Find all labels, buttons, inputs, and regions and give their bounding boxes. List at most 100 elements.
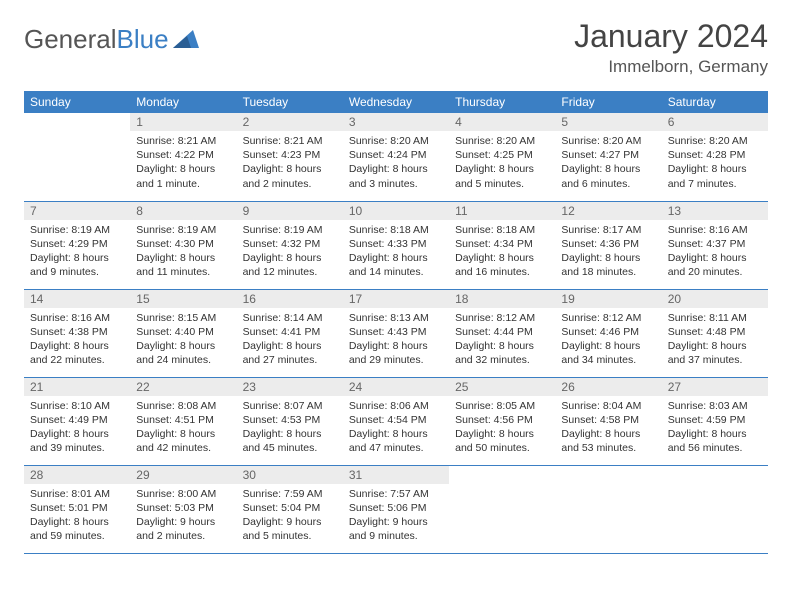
day-number: 14 xyxy=(24,290,130,308)
day-number: 19 xyxy=(555,290,661,308)
day-number: 13 xyxy=(662,202,768,220)
day-details: Sunrise: 8:18 AMSunset: 4:34 PMDaylight:… xyxy=(449,220,555,284)
day-cell: 24Sunrise: 8:06 AMSunset: 4:54 PMDayligh… xyxy=(343,377,449,465)
day-number: 15 xyxy=(130,290,236,308)
calendar-table: Sunday Monday Tuesday Wednesday Thursday… xyxy=(24,91,768,554)
day-details: Sunrise: 7:59 AMSunset: 5:04 PMDaylight:… xyxy=(237,484,343,548)
day-cell: 11Sunrise: 8:18 AMSunset: 4:34 PMDayligh… xyxy=(449,201,555,289)
day-cell: 4Sunrise: 8:20 AMSunset: 4:25 PMDaylight… xyxy=(449,113,555,201)
day-details: Sunrise: 8:19 AMSunset: 4:30 PMDaylight:… xyxy=(130,220,236,284)
day-cell: 1Sunrise: 8:21 AMSunset: 4:22 PMDaylight… xyxy=(130,113,236,201)
day-number: 16 xyxy=(237,290,343,308)
day-details: Sunrise: 8:15 AMSunset: 4:40 PMDaylight:… xyxy=(130,308,236,372)
day-cell: 18Sunrise: 8:12 AMSunset: 4:44 PMDayligh… xyxy=(449,289,555,377)
col-friday: Friday xyxy=(555,91,661,113)
day-cell xyxy=(662,465,768,553)
day-cell: 27Sunrise: 8:03 AMSunset: 4:59 PMDayligh… xyxy=(662,377,768,465)
day-details: Sunrise: 8:08 AMSunset: 4:51 PMDaylight:… xyxy=(130,396,236,460)
day-number: 10 xyxy=(343,202,449,220)
day-number: 27 xyxy=(662,378,768,396)
day-number: 17 xyxy=(343,290,449,308)
day-cell: 17Sunrise: 8:13 AMSunset: 4:43 PMDayligh… xyxy=(343,289,449,377)
day-cell: 23Sunrise: 8:07 AMSunset: 4:53 PMDayligh… xyxy=(237,377,343,465)
day-number: 26 xyxy=(555,378,661,396)
day-number: 1 xyxy=(130,113,236,131)
day-number xyxy=(662,466,768,470)
day-details: Sunrise: 8:21 AMSunset: 4:23 PMDaylight:… xyxy=(237,131,343,195)
day-cell: 14Sunrise: 8:16 AMSunset: 4:38 PMDayligh… xyxy=(24,289,130,377)
day-number: 8 xyxy=(130,202,236,220)
day-cell: 6Sunrise: 8:20 AMSunset: 4:28 PMDaylight… xyxy=(662,113,768,201)
day-details: Sunrise: 8:14 AMSunset: 4:41 PMDaylight:… xyxy=(237,308,343,372)
day-details: Sunrise: 8:19 AMSunset: 4:29 PMDaylight:… xyxy=(24,220,130,284)
day-details: Sunrise: 8:12 AMSunset: 4:46 PMDaylight:… xyxy=(555,308,661,372)
calendar-body: 1Sunrise: 8:21 AMSunset: 4:22 PMDaylight… xyxy=(24,113,768,553)
day-details: Sunrise: 8:17 AMSunset: 4:36 PMDaylight:… xyxy=(555,220,661,284)
day-details: Sunrise: 7:57 AMSunset: 5:06 PMDaylight:… xyxy=(343,484,449,548)
day-cell: 20Sunrise: 8:11 AMSunset: 4:48 PMDayligh… xyxy=(662,289,768,377)
day-number: 4 xyxy=(449,113,555,131)
day-details: Sunrise: 8:01 AMSunset: 5:01 PMDaylight:… xyxy=(24,484,130,548)
day-cell xyxy=(24,113,130,201)
day-number: 2 xyxy=(237,113,343,131)
week-row: 28Sunrise: 8:01 AMSunset: 5:01 PMDayligh… xyxy=(24,465,768,553)
week-row: 7Sunrise: 8:19 AMSunset: 4:29 PMDaylight… xyxy=(24,201,768,289)
triangle-icon xyxy=(173,24,199,55)
day-cell: 28Sunrise: 8:01 AMSunset: 5:01 PMDayligh… xyxy=(24,465,130,553)
col-thursday: Thursday xyxy=(449,91,555,113)
day-cell: 30Sunrise: 7:59 AMSunset: 5:04 PMDayligh… xyxy=(237,465,343,553)
day-number: 20 xyxy=(662,290,768,308)
day-number: 6 xyxy=(662,113,768,131)
day-details: Sunrise: 8:19 AMSunset: 4:32 PMDaylight:… xyxy=(237,220,343,284)
col-tuesday: Tuesday xyxy=(237,91,343,113)
day-details: Sunrise: 8:20 AMSunset: 4:24 PMDaylight:… xyxy=(343,131,449,195)
day-cell: 9Sunrise: 8:19 AMSunset: 4:32 PMDaylight… xyxy=(237,201,343,289)
day-number: 12 xyxy=(555,202,661,220)
day-number: 22 xyxy=(130,378,236,396)
title-block: January 2024 Immelborn, Germany xyxy=(574,18,768,77)
day-details: Sunrise: 8:20 AMSunset: 4:27 PMDaylight:… xyxy=(555,131,661,195)
day-number: 30 xyxy=(237,466,343,484)
day-details: Sunrise: 8:03 AMSunset: 4:59 PMDaylight:… xyxy=(662,396,768,460)
day-cell xyxy=(449,465,555,553)
day-cell: 8Sunrise: 8:19 AMSunset: 4:30 PMDaylight… xyxy=(130,201,236,289)
col-saturday: Saturday xyxy=(662,91,768,113)
day-cell: 31Sunrise: 7:57 AMSunset: 5:06 PMDayligh… xyxy=(343,465,449,553)
day-details: Sunrise: 8:12 AMSunset: 4:44 PMDaylight:… xyxy=(449,308,555,372)
day-number: 25 xyxy=(449,378,555,396)
month-title: January 2024 xyxy=(574,18,768,55)
day-details: Sunrise: 8:04 AMSunset: 4:58 PMDaylight:… xyxy=(555,396,661,460)
day-number: 24 xyxy=(343,378,449,396)
col-monday: Monday xyxy=(130,91,236,113)
day-cell xyxy=(555,465,661,553)
day-details: Sunrise: 8:05 AMSunset: 4:56 PMDaylight:… xyxy=(449,396,555,460)
day-number: 18 xyxy=(449,290,555,308)
day-cell: 15Sunrise: 8:15 AMSunset: 4:40 PMDayligh… xyxy=(130,289,236,377)
day-details: Sunrise: 8:10 AMSunset: 4:49 PMDaylight:… xyxy=(24,396,130,460)
day-cell: 29Sunrise: 8:00 AMSunset: 5:03 PMDayligh… xyxy=(130,465,236,553)
day-number: 7 xyxy=(24,202,130,220)
day-number: 9 xyxy=(237,202,343,220)
day-number xyxy=(449,466,555,470)
header: GeneralBlue January 2024 Immelborn, Germ… xyxy=(24,18,768,77)
day-number: 3 xyxy=(343,113,449,131)
day-details: Sunrise: 8:16 AMSunset: 4:38 PMDaylight:… xyxy=(24,308,130,372)
day-details: Sunrise: 8:20 AMSunset: 4:25 PMDaylight:… xyxy=(449,131,555,195)
day-details: Sunrise: 8:11 AMSunset: 4:48 PMDaylight:… xyxy=(662,308,768,372)
week-row: 21Sunrise: 8:10 AMSunset: 4:49 PMDayligh… xyxy=(24,377,768,465)
logo-text-blue: Blue xyxy=(117,24,169,55)
day-number xyxy=(24,113,130,117)
location: Immelborn, Germany xyxy=(574,57,768,77)
day-cell: 26Sunrise: 8:04 AMSunset: 4:58 PMDayligh… xyxy=(555,377,661,465)
week-row: 1Sunrise: 8:21 AMSunset: 4:22 PMDaylight… xyxy=(24,113,768,201)
day-number: 31 xyxy=(343,466,449,484)
day-details: Sunrise: 8:21 AMSunset: 4:22 PMDaylight:… xyxy=(130,131,236,195)
day-details: Sunrise: 8:13 AMSunset: 4:43 PMDaylight:… xyxy=(343,308,449,372)
day-number: 21 xyxy=(24,378,130,396)
day-details: Sunrise: 8:00 AMSunset: 5:03 PMDaylight:… xyxy=(130,484,236,548)
logo: GeneralBlue xyxy=(24,18,199,55)
day-cell: 19Sunrise: 8:12 AMSunset: 4:46 PMDayligh… xyxy=(555,289,661,377)
day-details: Sunrise: 8:07 AMSunset: 4:53 PMDaylight:… xyxy=(237,396,343,460)
day-cell: 10Sunrise: 8:18 AMSunset: 4:33 PMDayligh… xyxy=(343,201,449,289)
day-details: Sunrise: 8:20 AMSunset: 4:28 PMDaylight:… xyxy=(662,131,768,195)
